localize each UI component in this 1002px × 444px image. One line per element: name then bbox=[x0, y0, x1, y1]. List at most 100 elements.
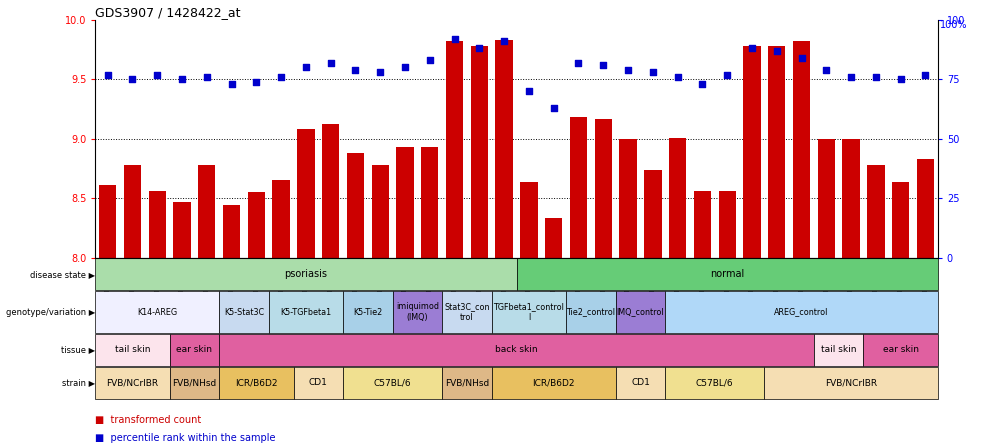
Bar bbox=[421, 147, 438, 258]
Bar bbox=[569, 117, 586, 258]
Bar bbox=[347, 153, 364, 258]
Point bbox=[594, 62, 610, 69]
Text: tissue ▶: tissue ▶ bbox=[61, 345, 95, 354]
Bar bbox=[516, 258, 937, 290]
Point bbox=[124, 76, 140, 83]
Text: FVB/NHsd: FVB/NHsd bbox=[445, 378, 489, 387]
Text: ■  percentile rank within the sample: ■ percentile rank within the sample bbox=[95, 433, 276, 443]
Point bbox=[619, 66, 635, 73]
Text: IMQ_control: IMQ_control bbox=[616, 308, 663, 317]
Text: imiquimod
(IMQ): imiquimod (IMQ) bbox=[396, 302, 439, 322]
Point bbox=[917, 71, 933, 78]
Text: ear skin: ear skin bbox=[176, 345, 212, 354]
Bar bbox=[169, 367, 219, 399]
Point bbox=[496, 38, 512, 45]
Bar bbox=[343, 291, 392, 333]
Point bbox=[99, 71, 115, 78]
Bar bbox=[322, 124, 339, 258]
Text: psoriasis: psoriasis bbox=[285, 270, 327, 279]
Bar bbox=[95, 258, 516, 290]
Bar bbox=[446, 41, 463, 258]
Text: ■  transformed count: ■ transformed count bbox=[95, 415, 201, 425]
Text: Stat3C_con
trol: Stat3C_con trol bbox=[444, 302, 489, 322]
Bar bbox=[664, 367, 764, 399]
Bar bbox=[123, 165, 141, 258]
Point bbox=[347, 66, 363, 73]
Point bbox=[693, 80, 709, 87]
Text: K5-TGFbeta1: K5-TGFbeta1 bbox=[281, 308, 331, 317]
Bar bbox=[817, 139, 834, 258]
Bar bbox=[95, 291, 219, 333]
Point bbox=[793, 55, 809, 62]
Bar bbox=[594, 119, 611, 258]
Bar bbox=[768, 46, 785, 258]
Bar bbox=[247, 192, 265, 258]
Bar bbox=[470, 46, 488, 258]
Bar bbox=[222, 205, 240, 258]
Bar bbox=[842, 139, 859, 258]
Point bbox=[248, 78, 265, 85]
Bar bbox=[891, 182, 909, 258]
Point bbox=[818, 66, 834, 73]
Bar bbox=[615, 291, 664, 333]
Text: FVB/NCrIBR: FVB/NCrIBR bbox=[825, 378, 877, 387]
Bar bbox=[863, 334, 937, 366]
Bar bbox=[173, 202, 190, 258]
Bar bbox=[198, 165, 215, 258]
Point bbox=[273, 73, 289, 80]
Bar bbox=[169, 334, 219, 366]
Text: 100%: 100% bbox=[939, 20, 966, 30]
Bar bbox=[664, 291, 937, 333]
Point bbox=[198, 73, 214, 80]
Bar bbox=[219, 367, 294, 399]
Text: K5-Tie2: K5-Tie2 bbox=[353, 308, 382, 317]
Text: strain ▶: strain ▶ bbox=[62, 378, 95, 387]
Point bbox=[867, 73, 883, 80]
Bar bbox=[764, 367, 937, 399]
Bar bbox=[742, 46, 760, 258]
Bar bbox=[643, 170, 661, 258]
Point bbox=[718, 71, 734, 78]
Bar bbox=[565, 291, 615, 333]
Bar bbox=[371, 165, 389, 258]
Point bbox=[520, 88, 536, 95]
Text: normal: normal bbox=[709, 270, 743, 279]
Bar bbox=[95, 367, 169, 399]
Point bbox=[743, 45, 760, 52]
Point bbox=[892, 76, 908, 83]
Point bbox=[323, 59, 339, 66]
Bar bbox=[495, 40, 512, 258]
Bar bbox=[491, 291, 565, 333]
Text: FVB/NHsd: FVB/NHsd bbox=[172, 378, 216, 387]
Text: genotype/variation ▶: genotype/variation ▶ bbox=[6, 308, 95, 317]
Text: CD1: CD1 bbox=[630, 378, 649, 387]
Bar bbox=[269, 291, 343, 333]
Point bbox=[669, 73, 685, 80]
Text: disease state ▶: disease state ▶ bbox=[30, 270, 95, 279]
Text: FVB/NCrIBR: FVB/NCrIBR bbox=[106, 378, 158, 387]
Point bbox=[446, 36, 462, 43]
Bar bbox=[442, 367, 491, 399]
Text: ear skin: ear skin bbox=[882, 345, 918, 354]
Bar bbox=[442, 291, 491, 333]
Text: ICR/B6D2: ICR/B6D2 bbox=[532, 378, 574, 387]
Text: TGFbeta1_control
l: TGFbeta1_control l bbox=[493, 302, 564, 322]
Bar bbox=[343, 367, 442, 399]
Text: K14-AREG: K14-AREG bbox=[137, 308, 177, 317]
Text: Tie2_control: Tie2_control bbox=[566, 308, 615, 317]
Point bbox=[173, 76, 189, 83]
Point bbox=[545, 104, 561, 111]
Text: GDS3907 / 1428422_at: GDS3907 / 1428422_at bbox=[95, 6, 240, 19]
Text: back skin: back skin bbox=[495, 345, 537, 354]
Text: C57BL/6: C57BL/6 bbox=[695, 378, 732, 387]
Bar bbox=[916, 159, 933, 258]
Bar bbox=[294, 367, 343, 399]
Point bbox=[223, 80, 239, 87]
Bar bbox=[520, 182, 537, 258]
Bar bbox=[615, 367, 664, 399]
Text: ICR/B6D2: ICR/B6D2 bbox=[234, 378, 278, 387]
Text: tail skin: tail skin bbox=[820, 345, 856, 354]
Bar bbox=[792, 41, 810, 258]
Bar bbox=[544, 218, 562, 258]
Point bbox=[471, 45, 487, 52]
